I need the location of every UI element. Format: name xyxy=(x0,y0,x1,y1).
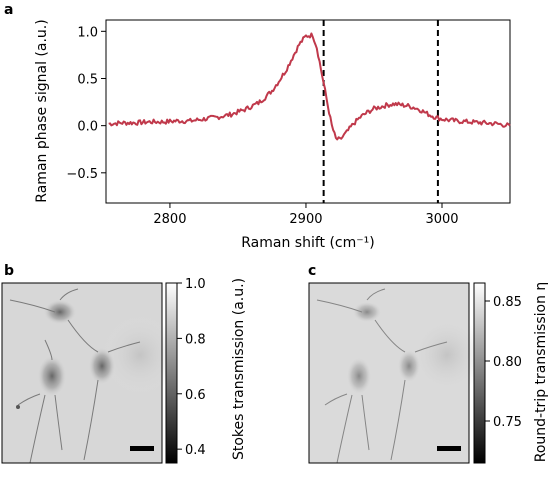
panel-b-letter: b xyxy=(4,263,14,279)
colorbar-tick-label: 0.6 xyxy=(185,388,206,403)
colorbar-stokes: 1.0 0.8 0.6 0.4 xyxy=(165,277,206,464)
colorbar-label-stokes: Stokes transmission (a.u.) xyxy=(231,278,247,460)
panel-a-letter: a xyxy=(4,2,13,18)
y-axis-label: Raman phase signal (a.u.) xyxy=(34,19,50,202)
colorbar-round-trip: 0.85 0.80 0.75 xyxy=(473,282,522,464)
panel-c-letter: c xyxy=(308,263,316,279)
colorbar-tick-label: 0.8 xyxy=(185,332,206,347)
stokes-transmission-image-panel: 1.0 0.8 0.6 0.4 Stokes transmission (a.u.) xyxy=(1,277,247,464)
x-axis-label: Raman shift (cm⁻¹) xyxy=(241,235,374,251)
series-line-raman-phase-signal xyxy=(108,32,511,141)
scale-bar xyxy=(130,446,154,451)
colorbar-tick-label: 0.85 xyxy=(493,295,522,310)
microscopy-image-round-trip xyxy=(308,282,485,464)
y-tick-label: 0.5 xyxy=(77,72,98,87)
raman-spectrum-chart: 2800 2900 3000 −0.5 0.0 0.5 1.0 Raman shift (c… xyxy=(34,19,511,251)
x-tick-label: 2900 xyxy=(289,212,322,227)
colorbar-label-round-trip: Round-trip transmission η xyxy=(533,282,549,463)
y-tick-label: 0.0 xyxy=(77,120,98,135)
colorbar-tick-label: 0.4 xyxy=(185,443,206,458)
y-tick-label: −0.5 xyxy=(66,167,98,182)
round-trip-transmission-image-panel: 0.85 0.80 0.75 Round-trip transmission η xyxy=(308,282,549,464)
plot-frame xyxy=(105,19,511,204)
colorbar-tick-label: 0.80 xyxy=(493,355,522,370)
scale-bar xyxy=(437,446,461,451)
x-tick-label: 3000 xyxy=(425,212,458,227)
y-tick-label: 1.0 xyxy=(77,25,98,40)
colorbar-tick-label: 1.0 xyxy=(185,277,206,292)
microscopy-image-stokes xyxy=(1,282,178,464)
colorbar-tick-label: 0.75 xyxy=(493,415,522,430)
x-tick-label: 2800 xyxy=(153,212,186,227)
